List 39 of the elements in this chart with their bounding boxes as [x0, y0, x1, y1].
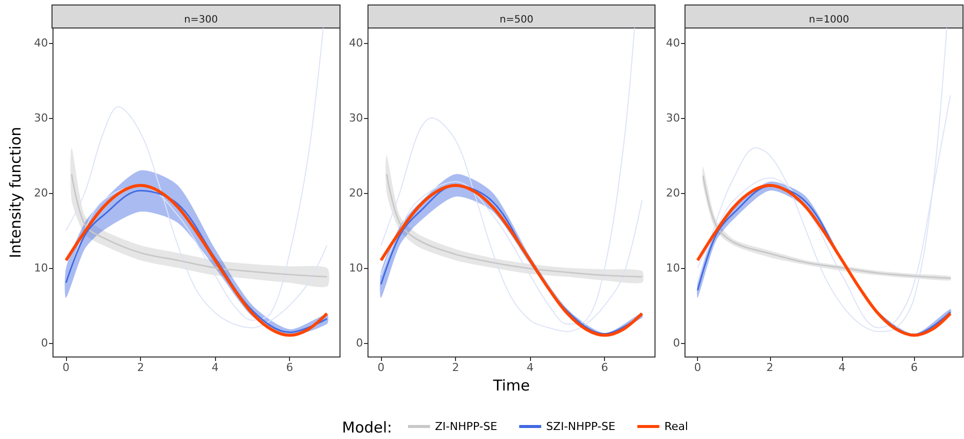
y-tick-label: 40 — [34, 36, 48, 50]
y-tick-label: 0 — [41, 336, 48, 350]
y-tick-label: 10 — [666, 261, 680, 274]
y-tick-label: 10 — [349, 261, 363, 274]
y-tick-label: 30 — [349, 111, 363, 124]
x-tick-label: 6 — [601, 361, 608, 374]
y-axis-title: Intensity function — [6, 126, 24, 258]
line-series — [697, 28, 948, 332]
x-tick-label: 2 — [452, 361, 460, 374]
y-tick-label: 0 — [356, 336, 363, 350]
y-tick-label: 10 — [34, 261, 48, 274]
legend-label: ZI-NHPP-SE — [435, 420, 498, 433]
chart-title: n=300 — [184, 14, 218, 26]
chart-title: n=500 — [500, 14, 534, 26]
x-axis-title: Time — [492, 376, 530, 394]
y-tick-label: 0 — [673, 336, 680, 350]
legend-label: SZI-NHPP-SE — [546, 420, 616, 433]
line-series — [70, 173, 328, 278]
x-tick-label: 2 — [137, 361, 144, 374]
x-tick-label: 4 — [838, 361, 846, 374]
y-tick-label: 30 — [34, 111, 48, 124]
legend-title: Model: — [342, 418, 392, 436]
y-tick-label: 20 — [34, 186, 48, 200]
x-tick-label: 6 — [286, 361, 294, 374]
x-tick-label: 0 — [694, 361, 702, 374]
x-tick-label: 0 — [378, 361, 385, 374]
y-tick-label: 20 — [666, 186, 680, 200]
x-tick-label: 0 — [62, 361, 70, 374]
y-tick-label: 40 — [666, 36, 680, 50]
y-tick-label: 30 — [666, 111, 680, 124]
y-tick-label: 20 — [349, 186, 363, 200]
line-series — [386, 173, 643, 278]
legend-label: Real — [664, 420, 688, 433]
chart-title: n=1000 — [808, 14, 850, 26]
x-tick-label: 4 — [212, 361, 219, 374]
x-tick-label: 4 — [526, 361, 534, 374]
x-tick-label: 2 — [766, 361, 774, 374]
x-tick-label: 6 — [910, 361, 918, 374]
y-tick-label: 40 — [349, 36, 363, 50]
